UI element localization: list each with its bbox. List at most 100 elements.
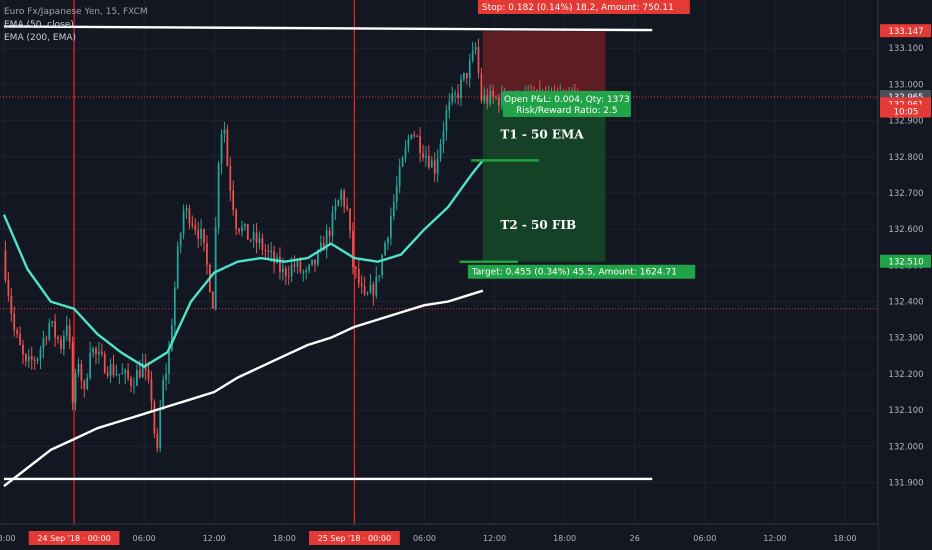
candle-body (19, 333, 21, 345)
candle-body (500, 92, 503, 106)
candle-body (492, 90, 494, 98)
candle-body (448, 102, 451, 111)
candle-body (489, 90, 492, 104)
candle-body (13, 313, 16, 330)
candle-body (83, 380, 86, 389)
candle-body (80, 363, 83, 381)
candle-body (346, 206, 348, 209)
x-tick-label: 18:00 (273, 534, 296, 543)
y-tick-label: 132.000 (888, 442, 923, 452)
x-tick-label: 12:00 (203, 534, 226, 543)
candle-body (188, 208, 191, 224)
candle-body (25, 354, 27, 362)
candle-body (398, 166, 401, 187)
candle-body (357, 268, 360, 284)
candle-body (474, 47, 477, 51)
candle-body (395, 186, 398, 202)
horizontal-lines[interactable] (3, 25, 653, 481)
candle-body (401, 157, 404, 167)
candle-body (235, 210, 238, 229)
candle-body (375, 276, 378, 296)
x-tick-label: 18:00 (833, 534, 856, 543)
open-pl-line1: Open P&L: 0.004, Qty: 1373 (504, 95, 630, 105)
open-pl-bg (502, 91, 631, 118)
candle-body (436, 158, 439, 174)
candle-body (305, 270, 308, 272)
candle-body (255, 232, 258, 243)
candle-body (573, 90, 576, 92)
candle-body (439, 143, 442, 159)
candle-body (217, 163, 220, 228)
candle-body (48, 323, 51, 340)
annotations[interactable]: T1 - 50 EMA T2 - 50 FIB (459, 128, 585, 263)
trend-line (3, 25, 653, 32)
x-tick-label: 26 (630, 534, 640, 543)
candle-body (244, 223, 246, 227)
candle-body (159, 407, 162, 449)
candle-body (138, 370, 141, 378)
candle-body (86, 377, 89, 389)
candle-body (135, 370, 138, 386)
candle-body (314, 259, 316, 265)
candle-body (168, 350, 170, 374)
candle-body (290, 264, 293, 277)
candle-body (74, 373, 77, 403)
candle-body (468, 60, 471, 79)
candle-body (36, 358, 39, 361)
candle-body (54, 321, 56, 337)
candle-body (98, 351, 100, 355)
candle-body (150, 378, 153, 402)
annotation-t2: T2 - 50 FIB (500, 218, 576, 232)
candle-body (7, 279, 10, 296)
ema200-legend[interactable]: EMA (200, EMA) (4, 33, 76, 43)
y-tick-label: 133.000 (888, 80, 923, 90)
candle-body (39, 348, 42, 359)
candle-body (430, 160, 433, 168)
target-label-bg (467, 264, 696, 279)
candle-body (33, 359, 36, 361)
candle-body (299, 261, 302, 272)
candle-body (127, 370, 129, 379)
time-tag-bg (28, 531, 120, 545)
candle-body (214, 227, 217, 309)
price-tag-bg (880, 24, 931, 38)
candle-body (270, 251, 273, 253)
candle-body (463, 73, 465, 80)
symbol-title[interactable]: Euro Fx/Japanese Yen, 15, FXCM (4, 7, 148, 17)
candle-body (337, 200, 340, 207)
position-labels: Stop: 0.182 (0.14%) 18.2, Amount: 750.11… (467, 0, 696, 279)
time-axis-bg (0, 524, 878, 550)
candle-body (340, 190, 343, 201)
candle-body (390, 216, 392, 238)
x-tick-label: 06:00 (413, 534, 436, 543)
target-zone (482, 97, 606, 262)
candle-body (352, 230, 354, 268)
candle-body (171, 325, 173, 351)
ema50-legend[interactable]: EMA (50, close) (4, 20, 74, 30)
price-axis[interactable]: 133.100 133.000 132.900 132.800 132.700 132.6… (877, 0, 932, 550)
candle-body (133, 385, 135, 387)
candle-body (302, 271, 305, 273)
candle-body (200, 228, 202, 239)
position-zones (482, 31, 606, 262)
candle-body (425, 155, 427, 158)
candle-body (284, 268, 287, 277)
candle-body (366, 293, 369, 295)
candle-body (42, 338, 45, 349)
candle-body (378, 275, 381, 277)
ema50-line (2, 159, 484, 368)
candle-body (384, 243, 386, 256)
candle-body (477, 47, 480, 73)
candle-body (404, 147, 407, 158)
y-tick-label: 131.900 (888, 479, 923, 489)
chart-legend: Euro Fx/Japanese Yen, 15, FXCM EMA (50, … (4, 6, 148, 45)
candle-body (413, 134, 416, 136)
candle-body (416, 135, 419, 137)
y-tick-label: 132.700 (888, 189, 923, 199)
candle-body (498, 97, 500, 106)
candle-body (60, 339, 62, 349)
time-axis[interactable]: 18:00 24 Sep '18 · 00:00 06:00 12:00 18:00 25… (0, 523, 878, 550)
candle-body (57, 336, 59, 340)
candle-body (457, 93, 459, 98)
